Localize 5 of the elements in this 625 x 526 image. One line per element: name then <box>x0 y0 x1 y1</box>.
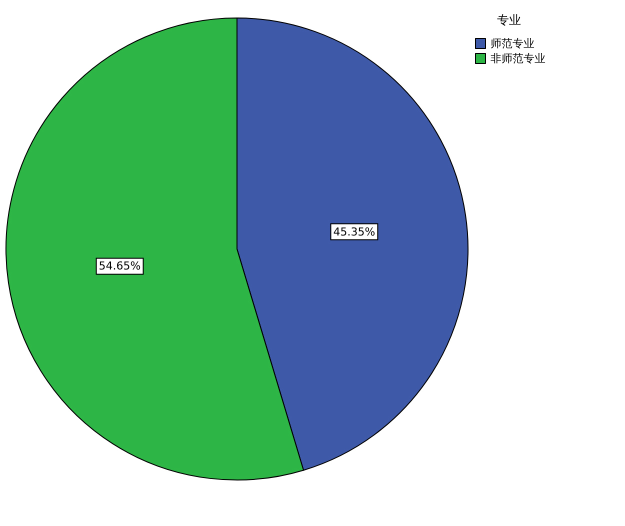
legend-label: 师范专业 <box>490 37 534 50</box>
legend-label: 非师范专业 <box>490 52 546 65</box>
data-label: 54.65% <box>98 260 141 273</box>
legend-title: 专业 <box>497 13 521 27</box>
data-label: 45.35% <box>333 225 376 238</box>
